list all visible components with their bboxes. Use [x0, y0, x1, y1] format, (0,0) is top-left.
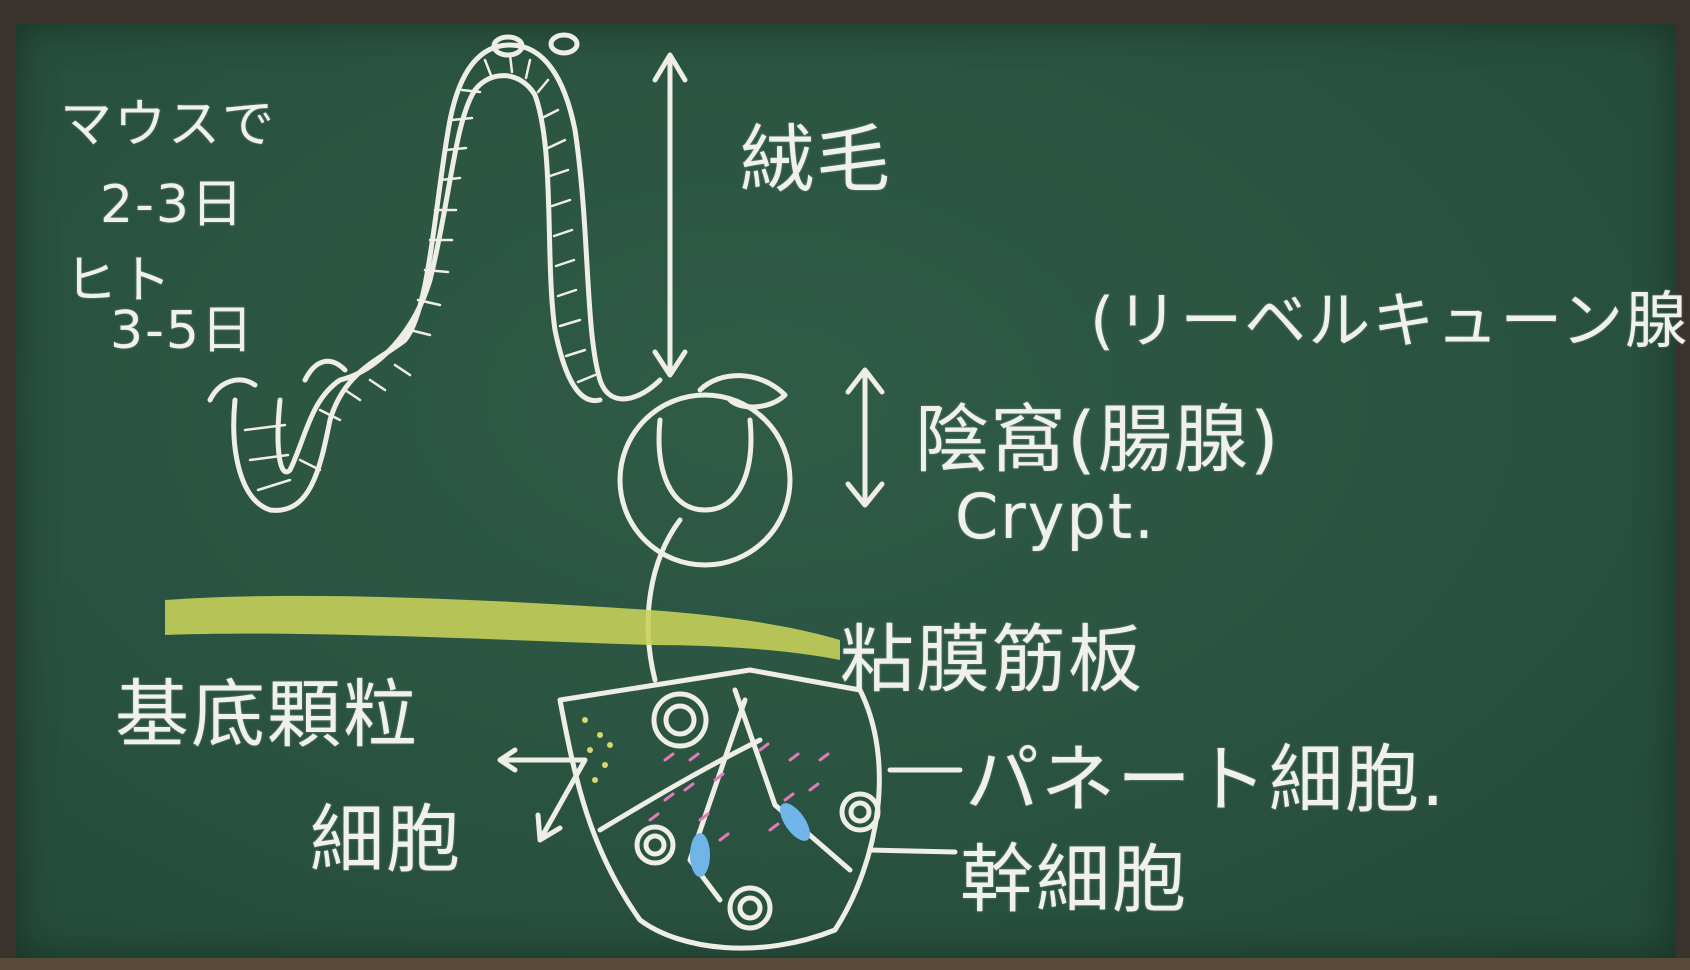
label-basal-granular-2: 細胞 [310, 797, 462, 883]
cell-nucleus [727, 885, 773, 931]
villus-tip-cell [548, 32, 580, 56]
label-crypt-en: Crypt. [955, 480, 1156, 553]
label-muscularis-mucosae: 粘膜筋板 [840, 617, 1144, 703]
cell-nucleus [663, 703, 697, 737]
villus-tip-cell [491, 34, 525, 58]
note-mouse-days: 2-3日 [100, 175, 245, 235]
basal-cell-arrow [497, 747, 588, 843]
left-fold [207, 358, 348, 403]
basal-granular-cell-dots [582, 717, 613, 783]
crypt-base-lumen-left [687, 697, 748, 903]
label-villus: 絨毛 [740, 117, 892, 203]
note-mouse: マウスで [60, 95, 277, 155]
villus-height-arrow [652, 52, 688, 378]
villus-outline-outer [231, 42, 663, 513]
cell-nucleus [737, 895, 763, 921]
cell-nucleus [848, 800, 872, 824]
stem-cell-blue [690, 833, 710, 877]
cell-nucleus [643, 833, 667, 857]
cell-nucleus [651, 691, 709, 749]
label-paneth-cell: パネート細胞. [965, 737, 1447, 823]
crypt-base-inner [597, 737, 763, 833]
muscularis-mucosae-band [165, 595, 840, 660]
label-stem-cell: 幹細胞 [960, 837, 1188, 923]
paneth-granules [648, 742, 830, 842]
cell-nucleus [634, 824, 676, 866]
note-human-days: 3-5日 [110, 301, 255, 361]
chalk-tray [0, 958, 1690, 970]
label-basal-granular-1: 基底顆粒 [115, 672, 419, 758]
stem-leader-line [867, 847, 958, 855]
villus-outline-inner [275, 73, 603, 475]
label-crypt-of-lieberkuhn: (リーベルキューン腺) [1090, 284, 1690, 357]
villus-epithelium-hatching [243, 53, 597, 492]
label-crypt-jp: 陰窩(腸腺) [915, 397, 1281, 483]
cell-nucleus [839, 791, 881, 833]
crypt-u-shape [656, 417, 754, 513]
note-human: ヒト [65, 251, 174, 311]
stem-cell-blue [779, 803, 811, 841]
crypt-depth-arrow [845, 367, 885, 508]
crypt-base-detail [557, 667, 882, 951]
magnification-connector [645, 517, 683, 683]
crypt-magnify-circle [617, 392, 793, 568]
crypt-base-lumen-right [732, 687, 853, 873]
